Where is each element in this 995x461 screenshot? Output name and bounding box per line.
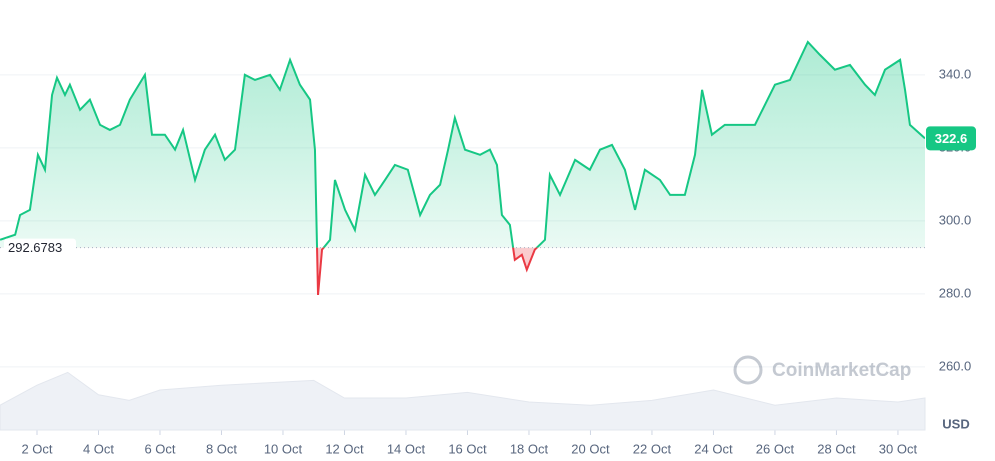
watermark: CoinMarketCap [772,360,911,381]
x-tick-label: 6 Oct [144,441,175,456]
x-tick-label: 4 Oct [83,441,114,456]
x-tick-label: 20 Oct [571,441,610,456]
watermark-group: CoinMarketCap [733,355,911,385]
last-price: 322.6 [935,131,968,146]
x-tick-label: 26 Oct [756,441,795,456]
x-tick-label: 2 Oct [21,441,52,456]
area-up [0,41,925,248]
area-down [317,247,537,295]
price-line-up [0,40,925,248]
x-tick-label: 22 Oct [633,441,672,456]
y-tick-label: 260.0 [939,358,972,373]
x-tick-label: 10 Oct [264,441,303,456]
x-tick-label: 16 Oct [448,441,487,456]
watermark-logo [733,355,763,385]
x-tick-label: 12 Oct [325,441,364,456]
y-tick-label: 280.0 [939,285,972,300]
x-tick-label: 28 Oct [817,441,856,456]
x-tick-label: 14 Oct [387,441,426,456]
y-unit: USD [942,416,969,431]
x-tick-label: 18 Oct [510,441,549,456]
baseline-label-bg [4,238,76,257]
y-tick-label: 300.0 [939,212,972,227]
x-tick-label: 8 Oct [206,441,237,456]
baseline-label: 292.6783 [8,240,62,255]
x-tick-label: 24 Oct [694,441,733,456]
x-tick-label: 30 Oct [879,441,918,456]
volume-area [0,371,926,431]
y-tick-label: 340.0 [939,66,972,81]
last-price-badge [926,126,976,151]
